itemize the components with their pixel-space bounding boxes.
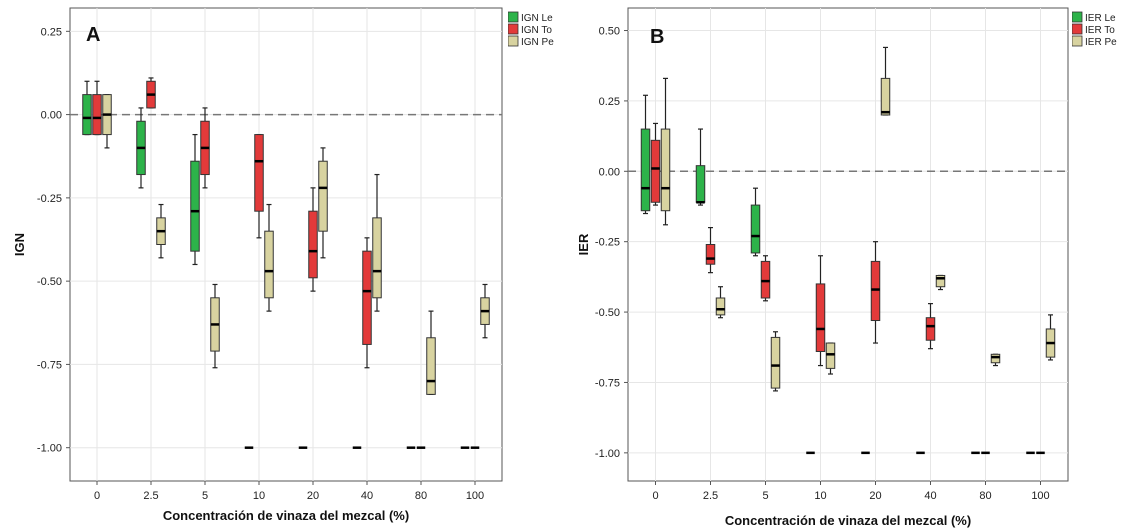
box [815, 283, 826, 352]
box [308, 210, 318, 279]
y-tick-label: -1.00 [595, 448, 620, 460]
y-tick-label: -0.50 [595, 307, 620, 319]
box [660, 128, 671, 212]
box [426, 337, 436, 395]
legend-label: IGN Pe [521, 37, 554, 48]
chart-panel-b: 0.50 0.25 0.00 -0.25 -0.50 -0.75 -1.00 0 2.5 5 10 2… [576, 7, 1117, 528]
y-tick-label: 0.00 [599, 166, 620, 178]
box [92, 94, 102, 136]
legend-label: IGN To [521, 25, 552, 36]
y-axis-title: IER [576, 233, 591, 255]
x-tick-label: 2.5 [143, 490, 158, 502]
box [82, 94, 92, 136]
box [825, 342, 836, 369]
box [695, 165, 706, 203]
legend-label: IER Pe [1085, 37, 1117, 48]
x-tick-label: 100 [466, 490, 484, 502]
x-tick-label: 0 [652, 490, 658, 502]
x-tick-label: 5 [202, 490, 208, 502]
chart-panel-a: 0.25 0.00 -0.25 -0.50 -0.75 -1.00 0 2.5 5 10 20 40 8… [12, 7, 554, 523]
y-tick-label: -0.75 [37, 359, 62, 371]
plot-area [627, 7, 1069, 482]
box [935, 274, 946, 288]
y-axis-title: IGN [12, 233, 27, 256]
x-tick-label: 40 [924, 490, 936, 502]
panel-label: A [86, 24, 100, 46]
y-tick-label: -0.25 [37, 193, 62, 205]
box [990, 353, 1001, 364]
box [770, 336, 781, 389]
box [880, 77, 891, 116]
legend-label: IGN Le [521, 13, 553, 24]
y-tick-label: -0.50 [37, 276, 62, 288]
x-axis-title: Concentración de vinaza del mezcal (%) [725, 513, 971, 528]
box [362, 250, 372, 345]
box [264, 230, 274, 299]
y-tick-label: 0.50 [599, 26, 620, 38]
x-tick-label: 80 [415, 490, 427, 502]
x-tick-label: 20 [307, 490, 319, 502]
x-tick-label: 2.5 [703, 490, 718, 502]
x-tick-label: 5 [762, 490, 768, 502]
box [715, 297, 726, 316]
legend-swatch [508, 23, 519, 35]
box [760, 260, 771, 299]
box [705, 244, 716, 265]
legend-swatch [1072, 11, 1083, 23]
box [650, 139, 661, 203]
y-tick-label: -0.25 [595, 237, 620, 249]
y-tick-label: 0.25 [41, 26, 62, 38]
box [372, 217, 382, 299]
x-tick-label: 10 [814, 490, 826, 502]
x-tick-label: 100 [1031, 490, 1049, 502]
box [925, 317, 936, 341]
x-tick-label: 10 [253, 490, 265, 502]
legend-swatch [1072, 23, 1083, 35]
legend-label: IER Le [1085, 13, 1116, 24]
box [870, 260, 881, 322]
box [750, 204, 761, 254]
x-axis-title: Concentración de vinaza del mezcal (%) [163, 508, 409, 523]
y-tick-label: 0.00 [41, 110, 62, 122]
panel-label: B [650, 26, 664, 48]
y-tick-label: 0.25 [599, 96, 620, 108]
x-tick-label: 80 [979, 490, 991, 502]
y-tick-label: -1.00 [37, 443, 62, 455]
box [318, 160, 328, 232]
legend-swatch [1072, 35, 1083, 47]
x-tick-label: 40 [361, 490, 373, 502]
legend-label: IER To [1085, 25, 1115, 36]
box [254, 134, 264, 212]
legend-swatch [508, 11, 519, 23]
box [190, 160, 200, 252]
x-tick-label: 20 [869, 490, 881, 502]
y-tick-label: -0.75 [595, 377, 620, 389]
legend-swatch [508, 35, 519, 47]
box [640, 128, 651, 212]
plot-area [69, 7, 503, 482]
x-tick-label: 0 [94, 490, 100, 502]
